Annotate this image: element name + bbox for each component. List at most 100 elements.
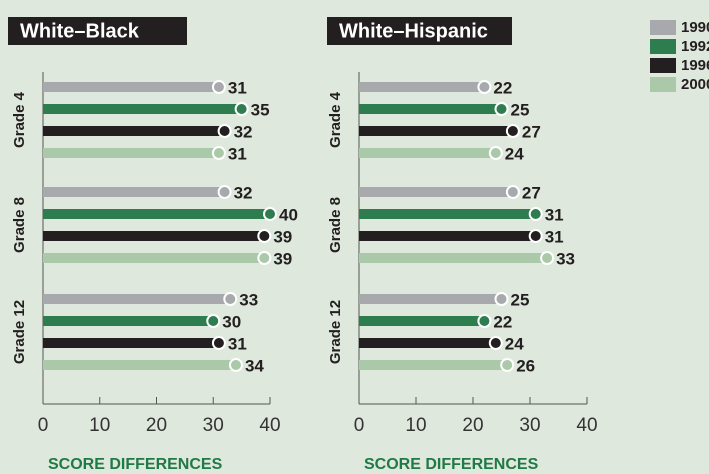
category-label: Grade 12: [327, 300, 344, 364]
bar-marker: [528, 229, 543, 243]
bar-marker: [217, 185, 232, 199]
x-tick-label: 20: [146, 415, 167, 436]
x-tick-label: 20: [462, 415, 483, 436]
bar: [359, 253, 548, 263]
data-label: 30: [222, 312, 241, 331]
bar: [43, 231, 265, 241]
bar: [359, 148, 496, 158]
data-label: 34: [245, 356, 264, 375]
bar: [359, 126, 513, 136]
bar: [43, 126, 225, 136]
bar-marker: [505, 124, 520, 138]
data-label: 33: [556, 249, 575, 268]
bar: [359, 209, 536, 219]
x-tick-label: 0: [354, 415, 365, 436]
data-label: 40: [279, 205, 298, 224]
category-label: Grade 8: [11, 197, 28, 253]
bar: [43, 316, 214, 326]
legend-label: 1996: [681, 57, 709, 74]
bar: [43, 104, 242, 114]
legend-swatch: [650, 20, 676, 35]
data-label: 31: [228, 78, 247, 97]
x-axis-label: SCORE DIFFERENCES: [364, 456, 539, 473]
bar: [43, 253, 265, 263]
data-label: 31: [545, 227, 564, 246]
data-label: 22: [493, 78, 512, 97]
legend-swatch: [650, 39, 676, 54]
bar-marker: [540, 251, 555, 265]
bar: [43, 148, 219, 158]
data-label: 24: [505, 334, 524, 353]
bar-marker: [257, 229, 272, 243]
bar: [43, 187, 225, 197]
bar-marker: [263, 207, 277, 221]
bar-marker: [234, 102, 249, 116]
bar-marker: [500, 358, 515, 372]
data-label: 27: [522, 122, 541, 141]
bar-marker: [477, 80, 492, 94]
data-label: 27: [522, 183, 541, 202]
x-tick-label: 10: [89, 415, 110, 436]
data-label: 25: [511, 100, 530, 119]
data-label: 39: [273, 249, 292, 268]
bar-marker: [211, 336, 226, 350]
x-axis-label: SCORE DIFFERENCES: [48, 456, 223, 473]
data-label: 31: [228, 334, 247, 353]
bar: [359, 338, 496, 348]
bar-marker: [494, 102, 509, 116]
x-tick-label: 40: [576, 415, 597, 436]
panel-header: [327, 17, 512, 45]
x-tick-label: 10: [405, 415, 426, 436]
bar-marker: [505, 185, 520, 199]
x-tick-label: 0: [38, 415, 49, 436]
bar: [359, 294, 502, 304]
data-label: 31: [545, 205, 564, 224]
panel-header: [8, 17, 187, 45]
bar: [359, 316, 485, 326]
bar-marker: [488, 146, 503, 160]
bar-marker: [477, 314, 492, 328]
x-tick-label: 40: [259, 415, 280, 436]
category-label: Grade 12: [11, 300, 28, 364]
bar: [43, 338, 219, 348]
bar-marker: [206, 314, 221, 328]
x-tick-label: 30: [203, 415, 224, 436]
panel-title: White–Black: [20, 20, 140, 42]
panel-title: White–Hispanic: [339, 20, 488, 42]
bar-marker: [528, 207, 543, 221]
bar: [359, 187, 513, 197]
data-label: 32: [234, 183, 253, 202]
category-label: Grade 4: [11, 91, 28, 148]
x-tick-label: 30: [519, 415, 540, 436]
data-label: 25: [511, 290, 530, 309]
data-label: 24: [505, 144, 524, 163]
category-label: Grade 8: [327, 197, 344, 253]
bar-marker: [228, 358, 243, 372]
legend-label: 2000: [681, 76, 709, 93]
legend-swatch: [650, 77, 676, 92]
data-label: 26: [516, 356, 535, 375]
bar: [359, 82, 485, 92]
data-label: 22: [493, 312, 512, 331]
bar-marker: [211, 146, 226, 160]
data-label: 39: [273, 227, 292, 246]
data-label: 31: [228, 144, 247, 163]
data-label: 32: [234, 122, 253, 141]
bar-marker: [217, 124, 232, 138]
bar: [359, 104, 502, 114]
bar-marker: [494, 292, 509, 306]
bar-marker: [211, 80, 226, 94]
bar: [359, 360, 508, 370]
bar: [43, 82, 219, 92]
data-label: 35: [251, 100, 270, 119]
bar: [43, 360, 236, 370]
bar-marker: [488, 336, 503, 350]
category-label: Grade 4: [327, 91, 344, 148]
bar-marker: [257, 251, 272, 265]
legend-label: 1990: [681, 19, 709, 36]
bar: [43, 209, 270, 219]
bar-marker: [223, 292, 238, 306]
legend-swatch: [650, 58, 676, 73]
